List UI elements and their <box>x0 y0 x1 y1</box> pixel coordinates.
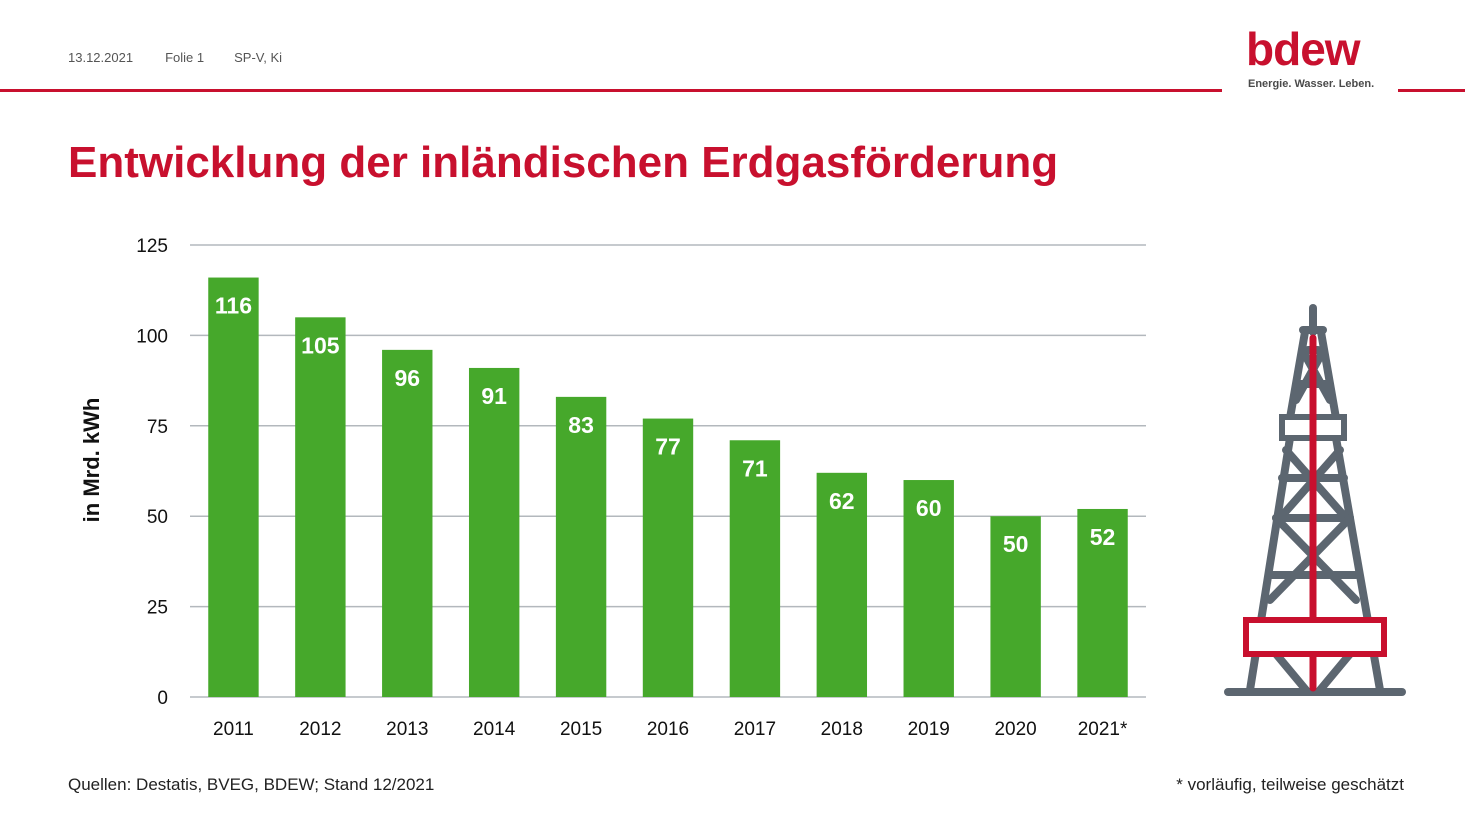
header-meta: 13.12.2021 Folie 1 SP-V, Ki <box>68 50 314 65</box>
x-tick-label: 2013 <box>386 719 428 740</box>
bar <box>1077 508 1128 697</box>
bar <box>468 367 520 697</box>
bar <box>208 277 259 697</box>
x-tick-label: 2019 <box>908 719 950 740</box>
x-tick-label: 2021* <box>1078 719 1128 740</box>
x-tick-label: 2014 <box>473 719 516 740</box>
x-tick-label: 2011 <box>213 719 254 740</box>
y-tick-label: 100 <box>136 326 168 347</box>
y-tick-label: 50 <box>147 507 168 528</box>
y-tick-label: 125 <box>136 236 168 257</box>
x-tick-label: 2016 <box>647 719 689 740</box>
data-label: 50 <box>1003 531 1029 557</box>
oil-rig-icon <box>1224 304 1406 696</box>
logo-tagline: Energie. Wasser. Leben. <box>1248 78 1375 90</box>
x-tick-label: 2015 <box>560 719 602 740</box>
slide-title: Entwicklung der inländischen Erdgasförde… <box>68 138 1059 187</box>
y-axis-label: in Mrd. kWh <box>79 397 104 523</box>
data-label: 91 <box>481 383 507 409</box>
y-tick-label: 75 <box>147 417 168 438</box>
footer-sources: Quellen: Destatis, BVEG, BDEW; Stand 12/… <box>68 775 435 794</box>
data-label: 77 <box>655 434 681 460</box>
bar <box>555 396 607 697</box>
bar <box>903 480 954 697</box>
data-label: 83 <box>568 412 594 438</box>
header-date: 13.12.2021 <box>68 50 134 65</box>
header-rule-right <box>1398 89 1465 92</box>
bar <box>816 472 868 697</box>
x-tick-label: 2017 <box>734 719 776 740</box>
logo-wordmark: bdew <box>1246 23 1361 75</box>
header-rule-left <box>0 89 1222 92</box>
x-tick-label: 2018 <box>821 719 863 740</box>
bar <box>729 440 781 697</box>
bar <box>382 349 433 697</box>
data-label: 96 <box>394 365 420 391</box>
header-slide-number: Folie 1 <box>165 50 205 65</box>
y-tick-label: 25 <box>147 598 168 619</box>
header-author: SP-V, Ki <box>234 50 283 65</box>
data-label: 71 <box>742 455 768 481</box>
data-label: 60 <box>916 495 942 521</box>
y-tick-label: 0 <box>157 688 168 709</box>
footer-note: * vorläufig, teilweise geschätzt <box>1176 775 1404 794</box>
bar <box>642 418 694 697</box>
bar <box>295 317 346 697</box>
data-label: 52 <box>1090 524 1116 550</box>
bdew-logo: bdew Energie. Wasser. Leben. <box>1246 26 1386 90</box>
bar <box>990 516 1041 697</box>
x-tick-label: 2020 <box>994 719 1036 740</box>
data-label: 105 <box>301 332 340 358</box>
data-label: 62 <box>829 488 855 514</box>
x-tick-label: 2012 <box>299 719 341 740</box>
data-label: 116 <box>215 293 252 319</box>
